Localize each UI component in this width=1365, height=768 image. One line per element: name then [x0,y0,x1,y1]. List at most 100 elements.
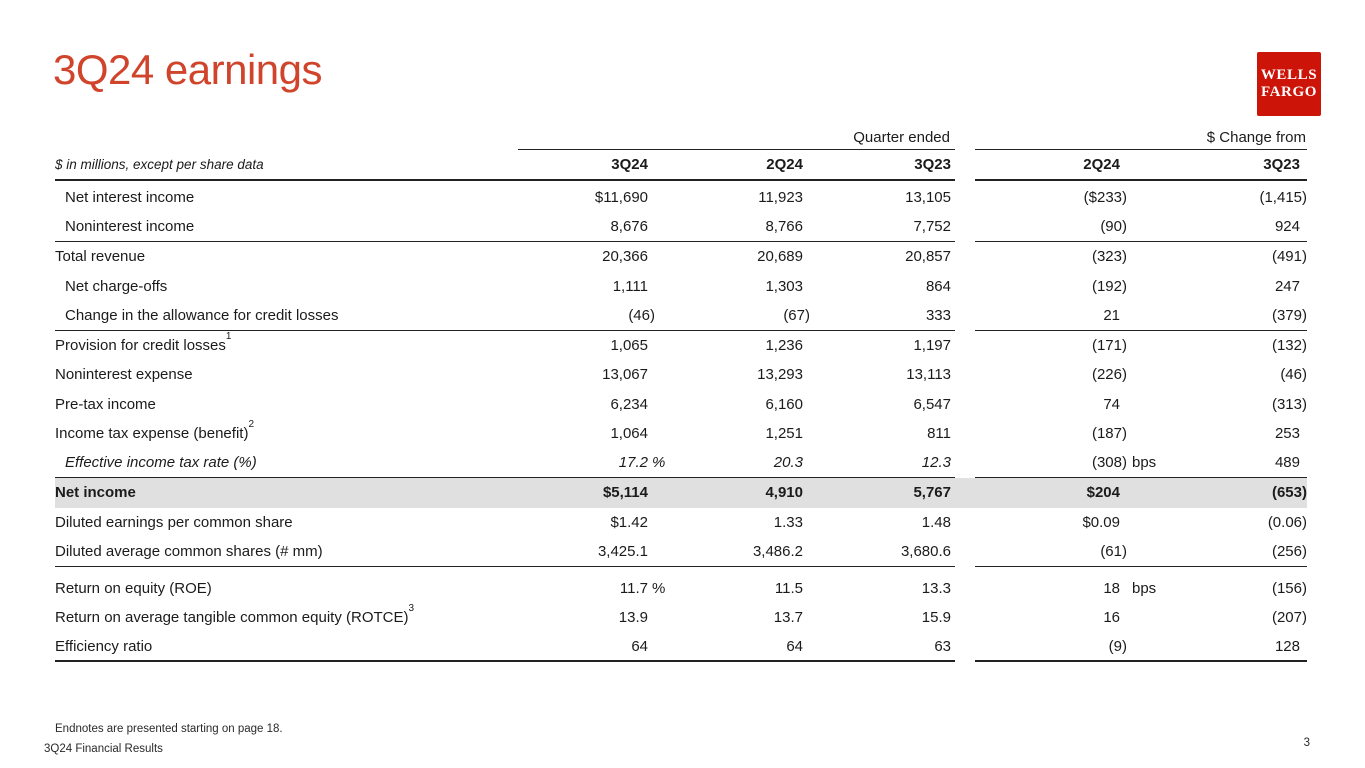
table-row: Provision for credit losses1 1,065 1,236… [55,331,1307,361]
cell-change-2q24: 18 [1103,579,1120,597]
cell-2q24: 13.7 [773,609,803,627]
cell-change-2q24: $0.09 [1082,513,1120,531]
page-number: 3 [1303,737,1310,749]
cell-2q24: 1,236 [765,336,803,354]
cell-3q24: 6,234 [610,395,648,413]
cell-change-3q23: (256) [1271,542,1307,560]
cell-3q24: 8,676 [610,218,648,236]
row-label: Pre-tax income [55,395,156,413]
column-header-3q23: 3Q23 [914,156,951,173]
cell-3q23: 20,857 [905,248,951,266]
cell-3q23: 15.9 [921,609,951,627]
group-header-quarter-ended: Quarter ended [853,129,950,146]
logo-text-line1: WELLS [1260,67,1318,84]
cell-2q24: 20,689 [757,248,803,266]
cell-change-3q23: (46) [1280,366,1307,384]
column-header-3q24: 3Q24 [611,156,648,173]
column-header-change-2q24: 2Q24 [1083,156,1120,173]
table-row: Effective income tax rate (%) 17.2 % 20.… [55,449,1307,478]
table-units-note: $ in millions, except per share data [55,157,264,172]
cell-3q23: 3,680.6 [900,542,951,560]
table-row: Total revenue 20,366 20,689 20,857 (323)… [55,242,1307,272]
bps-suffix: bps [1132,454,1157,472]
table-row: Income tax expense (benefit)2 1,064 1,25… [55,419,1307,449]
cell-2q24: 64 [786,637,803,655]
cell-3q24: 20,366 [602,248,648,266]
row-label: Efficiency ratio [55,637,153,655]
cell-2q24: 1,303 [765,277,803,295]
cell-change-3q23: (313) [1271,395,1307,413]
cell-3q23: 333 [925,306,951,324]
row-label: Return on equity (ROE) [55,579,212,597]
cell-3q24: 1,111 [612,277,648,295]
cell-change-2q24: (308) [1091,454,1127,472]
row-label: Total revenue [55,248,146,266]
table-row: Noninterest income 8,676 8,766 7,752 (90… [55,213,1307,242]
cell-3q24: 11.7 [619,579,648,597]
row-label: Return on average tangible common equity… [55,603,415,627]
cell-3q24: 13,067 [602,366,648,384]
cell-change-3q23: 128 [1274,637,1300,655]
table-row: Return on equity (ROE) 11.7 % 11.5 13.3 … [55,574,1307,604]
page-title: 3Q24 earnings [53,46,323,93]
row-label: Noninterest expense [55,366,193,384]
cell-change-2q24: (171) [1091,336,1127,354]
row-label: Provision for credit losses1 [55,330,232,354]
column-header-change-3q23: 3Q23 [1263,156,1300,173]
cell-change-2q24: (90) [1100,218,1127,236]
wells-fargo-logo: WELLS FARGO [1257,52,1321,116]
cell-change-2q24: (187) [1091,425,1127,443]
cell-change-3q23: 247 [1274,277,1300,295]
cell-change-2q24: (226) [1091,366,1127,384]
cell-change-3q23: (156) [1271,579,1307,597]
cell-change-2q24: (192) [1091,277,1127,295]
cell-3q24: 64 [631,637,648,655]
cell-3q24: 1,065 [610,336,648,354]
cell-2q24: 20.3 [773,454,803,472]
cell-3q23: 13,113 [906,366,951,384]
row-label: Net interest income [65,189,195,207]
cell-2q24: 6,160 [765,395,803,413]
cell-change-3q23: (1,415) [1259,189,1307,207]
endnotes-reference: Endnotes are presented starting on page … [55,723,283,735]
cell-change-3q23: 924 [1274,218,1300,236]
cell-3q23: 7,752 [913,218,951,236]
group-header-change-from: $ Change from [1206,129,1306,146]
cell-change-2q24: (323) [1091,248,1127,266]
row-label: Income tax expense (benefit)2 [55,419,255,443]
cell-2q24: 3,486.2 [752,542,803,560]
table-row: Efficiency ratio 64 64 63 (9) 128 [55,633,1307,662]
row-label: Diluted earnings per common share [55,513,293,531]
column-header-2q24: 2Q24 [766,156,803,173]
cell-3q23: 1.48 [921,513,951,531]
cell-change-2q24: 21 [1103,306,1120,324]
cell-change-3q23: (379) [1271,306,1307,324]
cell-change-2q24: (61) [1100,542,1127,560]
cell-change-3q23: (653) [1271,484,1307,502]
cell-2q24: 11,923 [758,189,803,207]
cell-3q23: 1,197 [913,336,951,354]
cell-change-3q23: (132) [1271,336,1307,354]
row-label: Change in the allowance for credit losse… [65,306,339,324]
cell-3q23: 63 [934,637,951,655]
cell-change-3q23: (0.06) [1267,513,1307,531]
table-row: Pre-tax income 6,234 6,160 6,547 74 (313… [55,390,1307,420]
cell-change-2q24: 16 [1103,609,1120,627]
earnings-table: Quarter ended $ Change from $ in million… [55,128,1307,662]
cell-3q24: 13.9 [618,609,648,627]
cell-change-3q23: (491) [1271,248,1307,266]
table-row: Diluted average common shares (# mm) 3,4… [55,537,1307,567]
row-label: Diluted average common shares (# mm) [55,542,323,560]
table-row: Net charge-offs 1,111 1,303 864 (192) 24… [55,272,1307,302]
cell-3q23: 864 [925,277,951,295]
cell-3q23: 6,547 [913,395,951,413]
cell-3q24: $5,114 [602,484,648,502]
cell-2q24: 8,766 [765,218,803,236]
table-row: Net income $5,114 4,910 5,767 $204 (653) [55,478,1307,508]
cell-change-2q24: $204 [1086,484,1120,502]
table-column-header-row: $ in millions, except per share data 3Q2… [55,150,1307,181]
cell-3q24: 1,064 [610,425,648,443]
deck-title: 3Q24 Financial Results [44,743,163,755]
cell-3q24: (46) [628,306,655,324]
table-row: Diluted earnings per common share $1.42 … [55,508,1307,538]
